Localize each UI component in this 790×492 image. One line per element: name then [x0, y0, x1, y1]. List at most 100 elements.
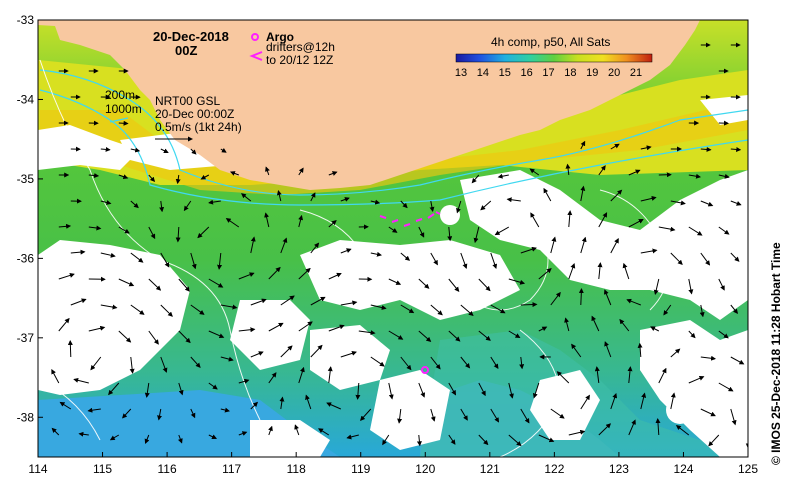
current-vector: [529, 168, 540, 176]
vector-scale-label: 0.5m/s (1kt 24h): [155, 120, 242, 134]
y-tick-label: -35: [17, 172, 35, 186]
current-vector: [655, 418, 661, 436]
current-vector: [90, 356, 102, 371]
current-vector: [190, 408, 196, 419]
colorbar-tick-label: 20: [608, 67, 620, 79]
current-vector: [761, 305, 769, 310]
current-vector: [473, 226, 480, 244]
current-vector: [688, 375, 705, 384]
current-vector: [688, 173, 701, 179]
y-tick-label: -38: [17, 410, 35, 424]
current-vector: [550, 408, 565, 419]
current-vector: [276, 190, 282, 202]
current-vector: [51, 427, 60, 436]
current-vector: [328, 171, 338, 176]
current-vector: [208, 330, 225, 339]
current-vector: [238, 378, 250, 384]
current-vector: [653, 278, 660, 295]
current-vector: [418, 382, 426, 398]
current-vector: [190, 148, 197, 155]
current-vector: [160, 356, 168, 373]
current-vector: [448, 278, 460, 292]
x-tick-label: 123: [609, 462, 629, 476]
current-vector: [51, 369, 60, 384]
current-vector: [700, 146, 712, 152]
current-vector: [749, 383, 759, 394]
current-vector: [670, 392, 676, 410]
x-tick-label: 117: [222, 462, 241, 476]
current-vector: [637, 342, 643, 358]
current-vector: [310, 242, 320, 254]
current-vector: [520, 302, 538, 308]
current-vector: [175, 226, 181, 243]
isobath-200-label: 200m: [105, 88, 135, 102]
current-vector: [658, 226, 676, 232]
current-vector: [478, 330, 491, 341]
current-vector: [429, 200, 435, 212]
current-vector: [650, 326, 660, 332]
current-vector: [640, 248, 658, 254]
current-vector: [478, 434, 489, 446]
current-vector: [448, 434, 456, 445]
x-axis: 114 115 116 117 118 119 120 121 122 123 124 125: [28, 452, 758, 476]
current-vector: [700, 200, 714, 207]
current-vectors: [51, 42, 769, 449]
current-vector: [448, 382, 457, 396]
current-vector: [460, 408, 468, 421]
current-vector: [148, 278, 162, 291]
y-tick-label: -36: [17, 251, 35, 265]
current-vector: [360, 408, 372, 421]
x-tick-label: 118: [287, 462, 306, 476]
x-tick-label: 114: [28, 462, 47, 476]
current-vector: [430, 408, 436, 422]
x-tick-label: 116: [158, 462, 177, 476]
current-vector: [197, 226, 210, 239]
current-vector: [310, 192, 316, 202]
current-vector: [144, 382, 150, 398]
current-vector: [718, 226, 730, 235]
current-vector: [568, 263, 576, 280]
current-vector: [88, 173, 100, 179]
current-vector: [658, 367, 667, 384]
current-vector: [397, 408, 403, 424]
current-vector: [148, 226, 156, 240]
current-vector: [400, 200, 408, 209]
current-vector: [178, 330, 191, 344]
current-vector: [628, 419, 636, 436]
colorbar-tick-label: 14: [477, 67, 489, 79]
current-vector: [88, 325, 106, 332]
drifter-legend-icon: [249, 51, 263, 61]
current-vector: [597, 262, 603, 280]
current-vector: [591, 315, 600, 332]
current-vector: [298, 366, 305, 384]
current-vector: [280, 345, 293, 358]
current-vector: [538, 268, 552, 280]
current-vector: [298, 267, 311, 280]
land-australia: [38, 20, 700, 190]
current-vector: [628, 219, 644, 228]
current-vector: [400, 356, 412, 371]
current-vector: [370, 251, 382, 257]
current-vector: [268, 372, 277, 384]
current-vector: [604, 341, 612, 358]
current-vector: [640, 145, 652, 151]
current-vector: [159, 200, 165, 213]
current-vector: [118, 174, 129, 180]
isobath-lines: [39, 69, 748, 206]
current-vector: [430, 304, 443, 316]
current-vector: [382, 434, 390, 446]
current-vector: [100, 252, 116, 258]
current-vector: [670, 252, 683, 266]
isobath-1000-label: 1000m: [105, 102, 142, 116]
current-vector: [264, 212, 270, 228]
current-vector: [749, 175, 758, 176]
current-vector: [340, 197, 350, 202]
current-vector: [564, 317, 570, 332]
current-vector: [565, 163, 571, 176]
current-vector: [250, 351, 264, 358]
current-vector: [328, 272, 342, 280]
colorbar-tick-label: 15: [499, 67, 511, 79]
current-vector: [460, 252, 468, 269]
current-vector: [241, 193, 252, 202]
x-tick-label: 115: [93, 462, 112, 476]
